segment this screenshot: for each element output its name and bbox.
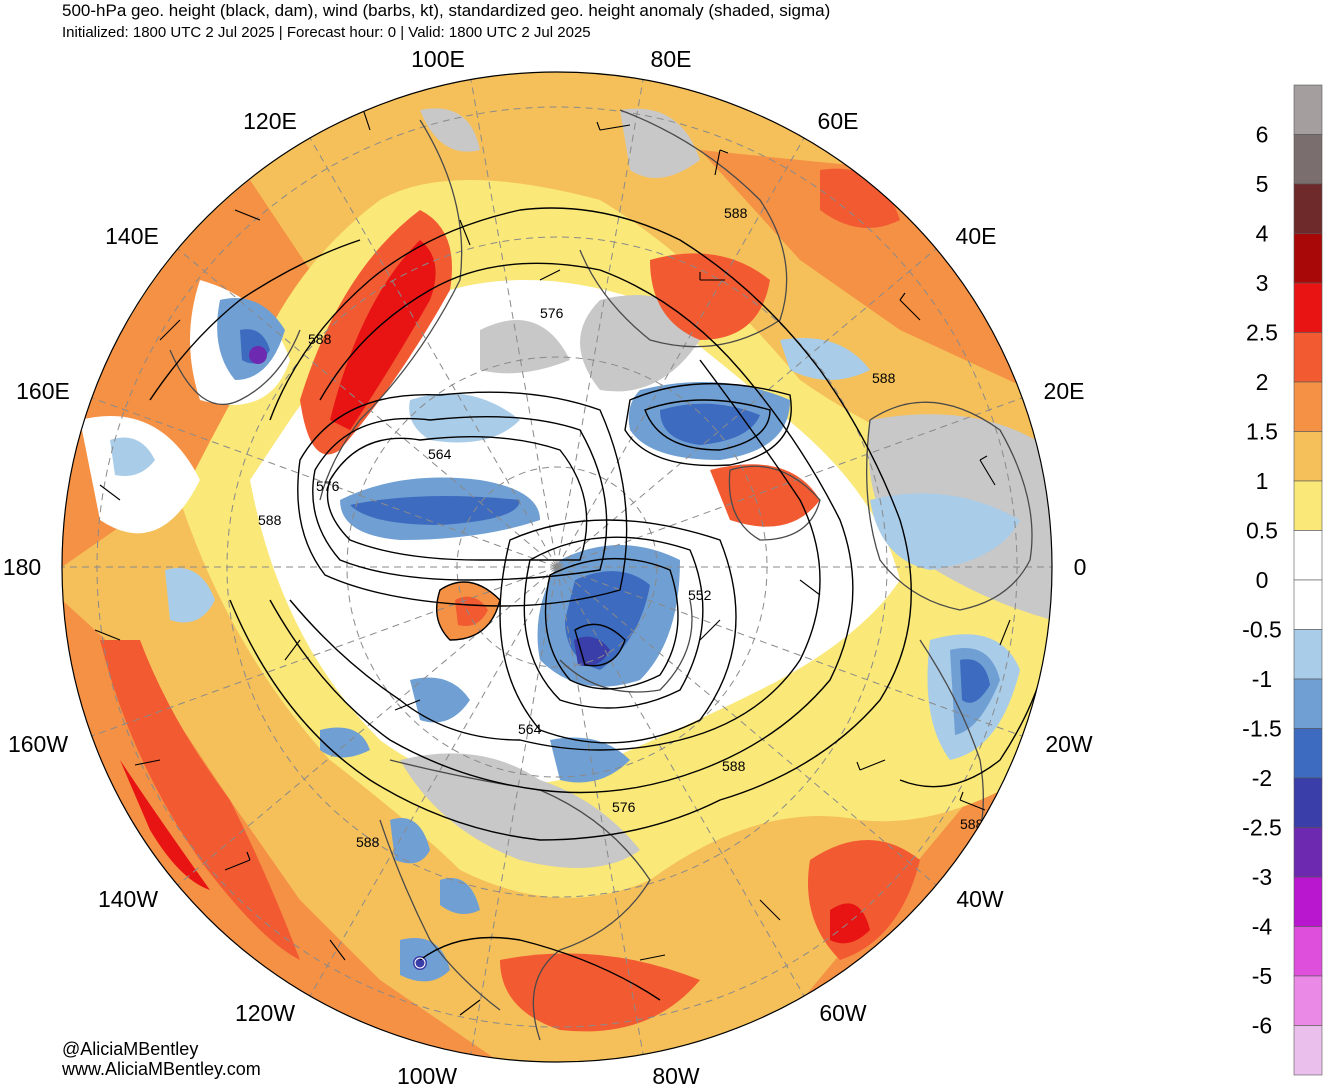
colorbar-swatch xyxy=(1293,431,1323,482)
colorbar-swatch xyxy=(1293,579,1323,630)
colorbar-label: -6 xyxy=(1252,1013,1272,1039)
colorbar-label: 1 xyxy=(1256,468,1269,494)
colorbar-swatch xyxy=(1293,332,1323,383)
colorbar: 6 5 4 3 2.5 2 1.5 1 0.5 0 -0.5 -1 -1.5 -2 -2.5 -3 -4 -5 -6 xyxy=(1242,84,1323,1076)
contour-label: 588 xyxy=(258,512,282,528)
map-border xyxy=(61,71,1053,1063)
lon-label-120e: 120E xyxy=(243,108,297,134)
contour-label: 576 xyxy=(612,799,636,815)
contour-labels: 588 576 588 564 576 588 552 564 588 576 … xyxy=(258,205,984,850)
lon-label-20e: 20E xyxy=(1044,378,1085,404)
colorbar-swatch xyxy=(1293,678,1323,729)
colorbar-swatch xyxy=(1293,926,1323,977)
lon-label-80w: 80W xyxy=(652,1063,700,1087)
lon-label-0: 0 xyxy=(1074,554,1087,580)
colorbar-label: 1.5 xyxy=(1246,419,1278,445)
colorbar-swatch xyxy=(1293,381,1323,432)
map-title: 500-hPa geo. height (black, dam), wind (… xyxy=(62,1,831,20)
colorbar-label: -1 xyxy=(1252,666,1272,692)
lon-label-160e: 160E xyxy=(16,378,70,404)
lon-label-120w: 120W xyxy=(235,1000,295,1026)
lon-label-20w: 20W xyxy=(1045,731,1093,757)
colorbar-label: -4 xyxy=(1252,914,1273,940)
colorbar-label: 4 xyxy=(1256,221,1269,247)
colorbar-swatch xyxy=(1293,728,1323,779)
lon-label-60w: 60W xyxy=(819,1000,867,1026)
colorbar-label: 0 xyxy=(1256,567,1269,593)
colorbar-swatch xyxy=(1293,530,1323,581)
colorbar-label: -5 xyxy=(1252,963,1272,989)
colorbar-label: -2 xyxy=(1252,765,1272,791)
credit-website: www.AliciaMBentley.com xyxy=(62,1059,261,1079)
contour-label: 588 xyxy=(724,205,748,221)
colorbar-swatch xyxy=(1293,975,1323,1026)
contour-label: 576 xyxy=(540,305,564,321)
colorbar-swatch xyxy=(1293,827,1323,878)
lon-label-140e: 140E xyxy=(105,223,159,249)
colorbar-swatch xyxy=(1293,777,1323,828)
colorbar-swatch xyxy=(1293,1025,1323,1076)
map-subtitle: Initialized: 1800 UTC 2 Jul 2025 | Forec… xyxy=(62,24,591,41)
credit-handle: @AliciaMBentley xyxy=(62,1039,199,1059)
contour-label: 588 xyxy=(356,834,380,850)
colorbar-label: 6 xyxy=(1256,122,1269,148)
contour-label: 552 xyxy=(688,587,712,603)
colorbar-swatch xyxy=(1293,134,1323,185)
longitude-labels: 100E 80E 120E 60E 140E 40E 160E 20E 180 … xyxy=(3,46,1093,1087)
lon-label-140w: 140W xyxy=(98,886,158,912)
colorbar-swatch xyxy=(1293,480,1323,531)
contour-label: 564 xyxy=(428,446,452,462)
colorbar-label: -3 xyxy=(1252,864,1272,890)
colorbar-label: 2 xyxy=(1256,369,1269,395)
lon-label-100e: 100E xyxy=(411,46,465,72)
lon-label-160w: 160W xyxy=(8,731,68,757)
colorbar-label: -2.5 xyxy=(1242,815,1282,841)
lon-label-60e: 60E xyxy=(818,108,859,134)
colorbar-label: 2.5 xyxy=(1246,320,1278,346)
colorbar-label: 0.5 xyxy=(1246,518,1278,544)
lon-label-180: 180 xyxy=(3,554,41,580)
colorbar-label: 5 xyxy=(1256,171,1269,197)
colorbar-swatch xyxy=(1293,183,1323,234)
colorbar-label: -1.5 xyxy=(1242,716,1282,742)
lon-label-100w: 100W xyxy=(397,1063,457,1087)
lon-label-40e: 40E xyxy=(956,223,997,249)
lon-label-80e: 80E xyxy=(651,46,692,72)
colorbar-swatch xyxy=(1293,282,1323,333)
contour-label: 588 xyxy=(722,758,746,774)
colorbar-label: 3 xyxy=(1256,270,1269,296)
colorbar-swatch xyxy=(1293,233,1323,284)
contour-label: 564 xyxy=(518,721,542,737)
colorbar-swatch xyxy=(1293,84,1323,135)
colorbar-swatch xyxy=(1293,629,1323,680)
contour-label: 588 xyxy=(872,370,896,386)
colorbar-swatch xyxy=(1293,876,1323,927)
contour-label: 588 xyxy=(308,331,332,347)
map-disk: 588 576 588 564 576 588 552 564 588 576 … xyxy=(62,72,1052,1062)
colorbar-label: -0.5 xyxy=(1242,617,1282,643)
lon-label-40w: 40W xyxy=(956,886,1004,912)
contour-label: 576 xyxy=(316,478,340,494)
